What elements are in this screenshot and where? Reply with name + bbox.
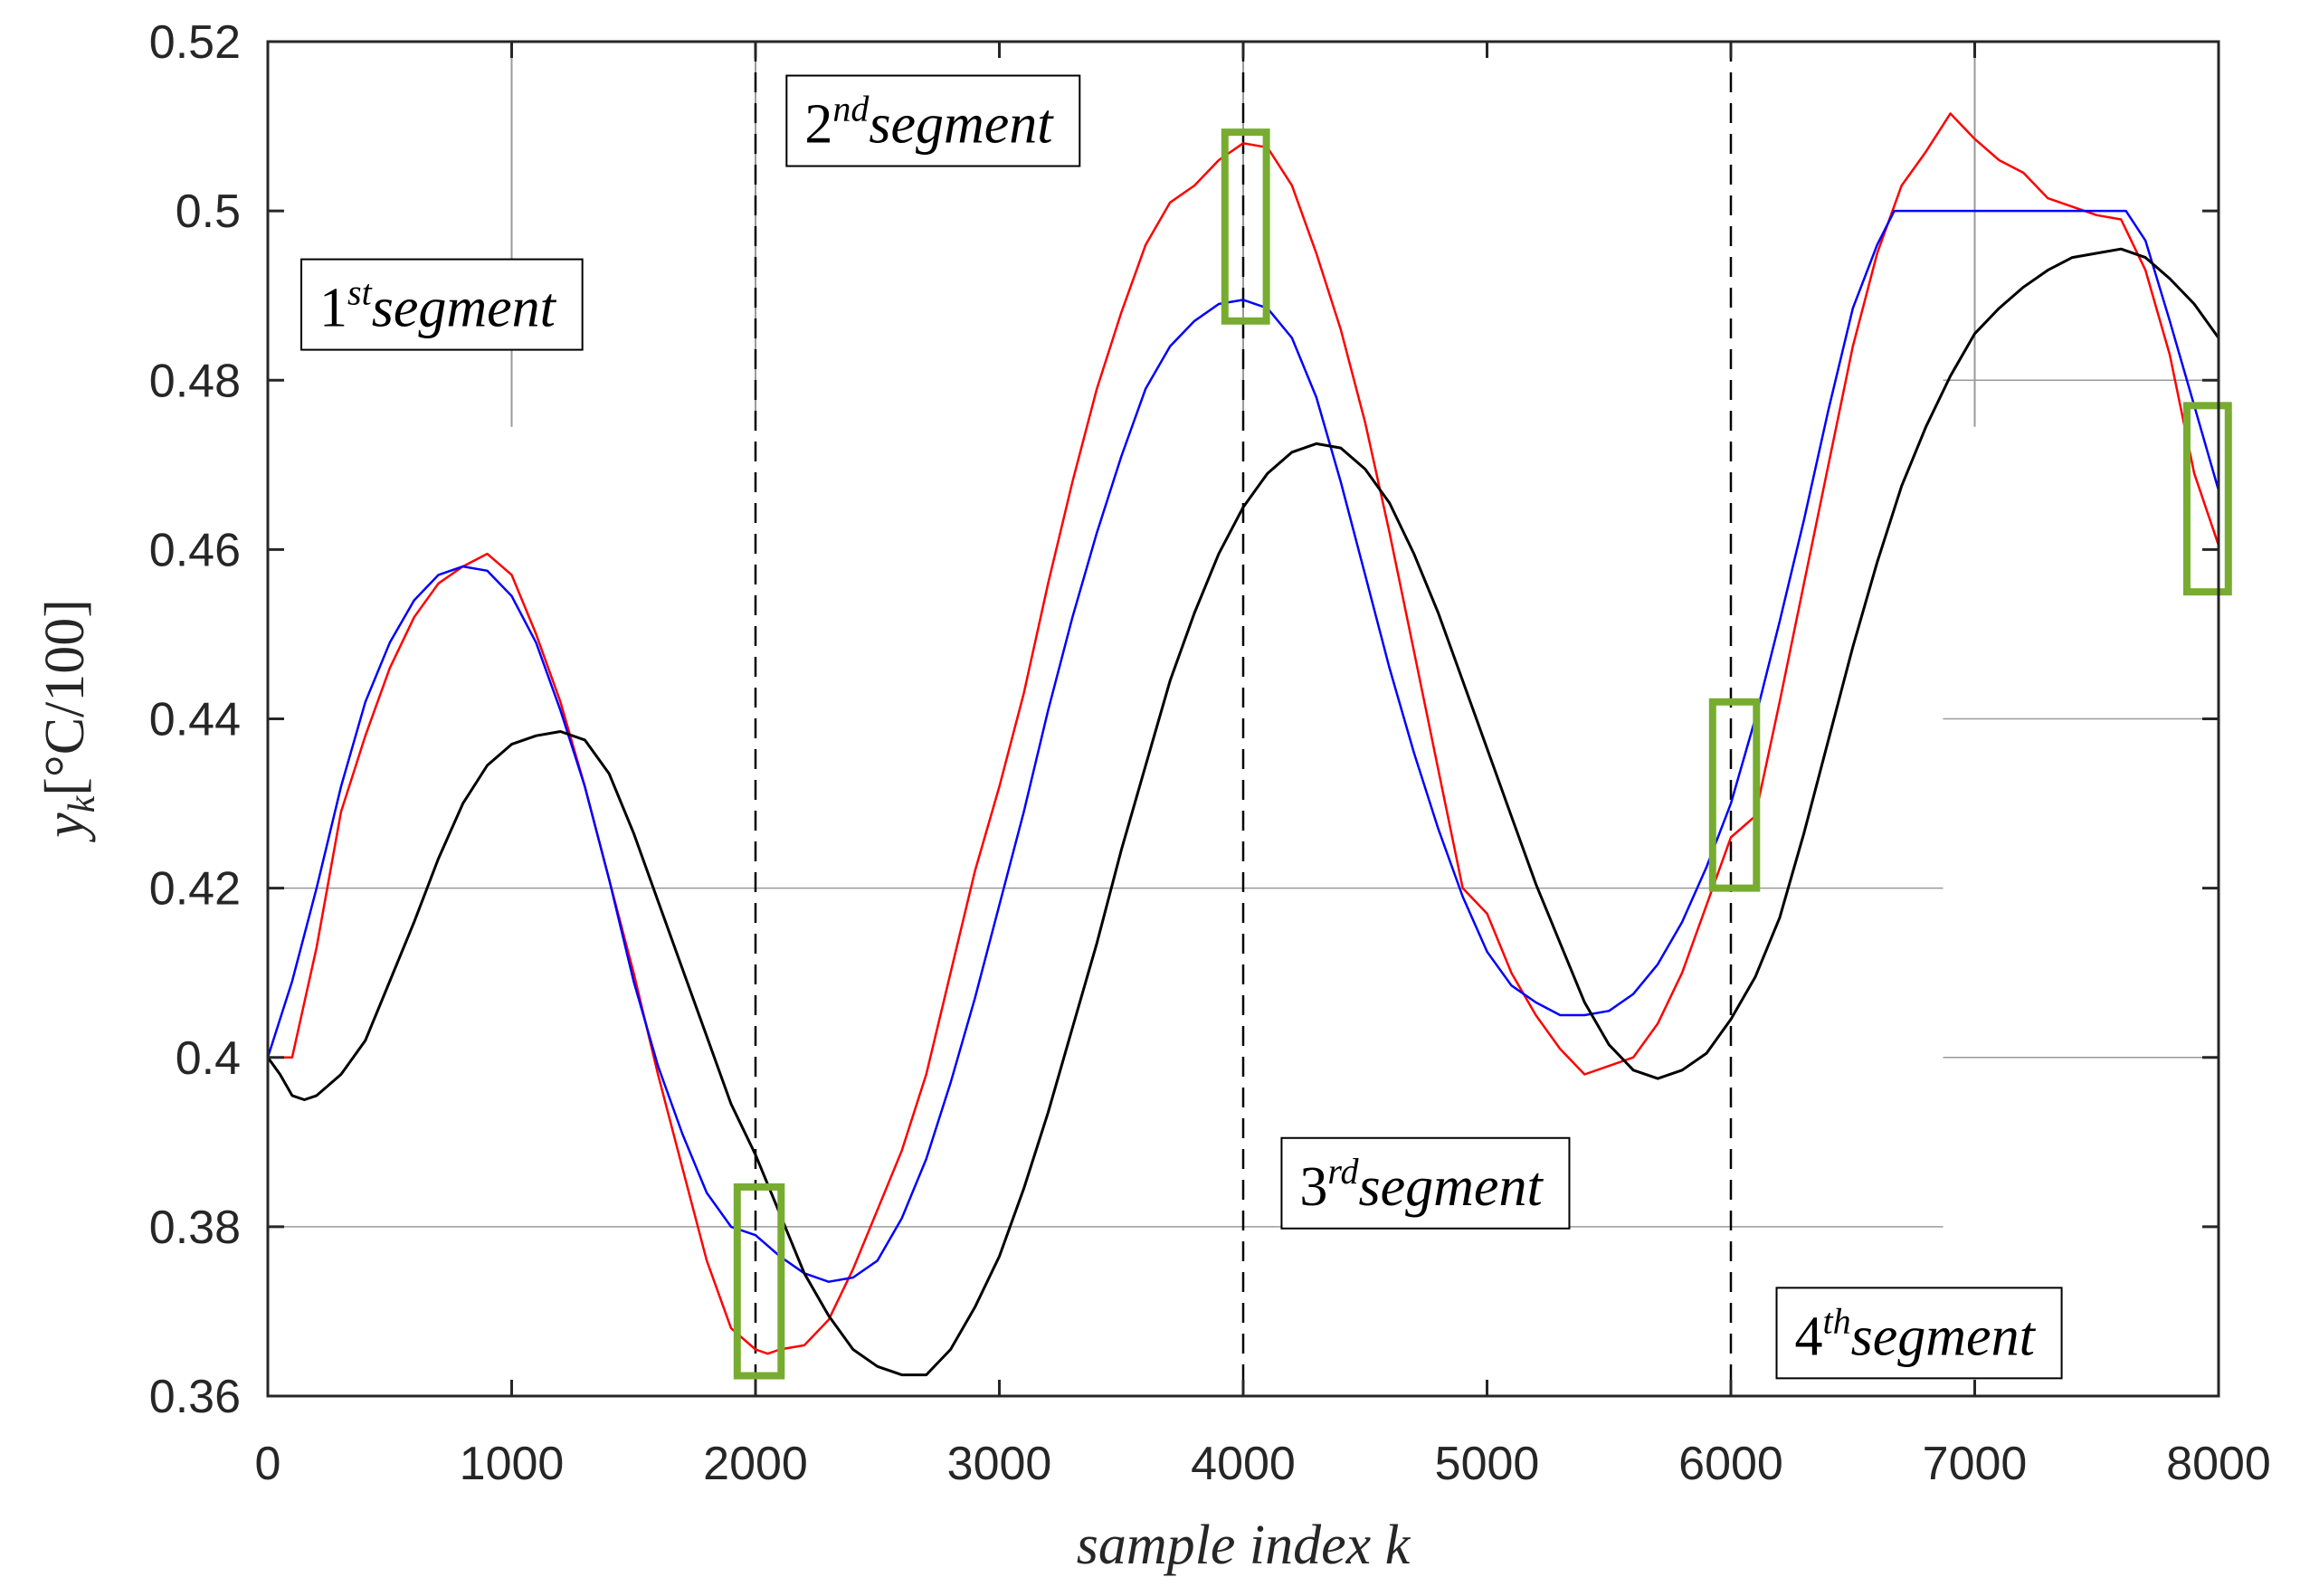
segment-number: 1	[319, 278, 347, 339]
segment-word: segment	[869, 94, 1054, 156]
segment-ordinal-sup: th	[1823, 1300, 1851, 1341]
x-tick-label: 7000	[1923, 1438, 2028, 1490]
x-axis-label: sample index k	[1077, 1515, 1411, 1576]
y-tick-label: 0.48	[149, 355, 241, 407]
x-tick-label: 6000	[1678, 1438, 1783, 1490]
segment-label-1: 1stsegment	[300, 258, 584, 351]
segment-ordinal-sup: st	[347, 272, 373, 313]
segment-label-box	[1280, 1136, 1571, 1230]
highlight-boxes	[733, 128, 2232, 1380]
segment-label-text: 3rdsegment	[1299, 1151, 1544, 1218]
segment-word: segment	[1851, 1306, 2037, 1367]
segment-ordinal-sup: nd	[832, 89, 870, 129]
y-tick-label: 0.42	[149, 863, 241, 916]
segment-number: 3	[1299, 1156, 1327, 1218]
series-black-line	[266, 247, 2220, 1377]
y-tick-label: 0.5	[176, 185, 241, 238]
y-tick-label: 0.44	[149, 694, 241, 746]
segment-dividers	[754, 42, 1733, 1396]
segment-label-text: 1stsegment	[319, 272, 557, 339]
segment-word: segment	[1359, 1156, 1544, 1218]
segment-word: segment	[372, 278, 557, 339]
segment-label-2: 2ndsegment	[785, 74, 1081, 167]
x-tick-label: 0	[255, 1438, 281, 1490]
segment-label-box	[785, 74, 1081, 167]
x-tick-label: 8000	[2166, 1438, 2271, 1490]
y-tick-label: 0.36	[149, 1371, 241, 1423]
x-tick-label: 2000	[703, 1438, 808, 1490]
segment-label-4: 4thsegment	[1775, 1287, 2063, 1380]
y-tick-label: 0.4	[176, 1032, 241, 1085]
y-axis-label-units: [°C/100]	[34, 599, 96, 796]
highlight-box	[1221, 128, 1270, 325]
segment-label-box	[1775, 1287, 2063, 1380]
y-axis-label: yk[°C/100]	[34, 599, 103, 843]
x-tick-label: 4000	[1191, 1438, 1296, 1490]
segment-number: 2	[804, 94, 832, 156]
x-tick-label: 3000	[947, 1438, 1052, 1490]
y-tick-label: 0.46	[149, 524, 241, 576]
segment-label-text: 4thsegment	[1795, 1300, 2037, 1367]
highlight-box	[1708, 698, 1761, 892]
axis-ticks: 0 1000 2000 3000 4000 5000 6000 7000 8000 0.36 0.3…	[149, 16, 2271, 1490]
x-tick-label: 5000	[1435, 1438, 1540, 1490]
y-tick-label: 0.52	[149, 16, 241, 69]
y-tick-label: 0.38	[149, 1202, 241, 1254]
segment-number: 4	[1795, 1306, 1823, 1367]
highlight-box	[2182, 402, 2232, 596]
segment-ordinal-sup: rd	[1327, 1151, 1359, 1192]
y-axis-label-var: y	[34, 812, 96, 843]
segment-label-box	[300, 258, 584, 351]
segment-label-3: 3rdsegment	[1280, 1136, 1571, 1230]
y-axis-label-sub: k	[62, 794, 103, 812]
x-tick-label: 1000	[460, 1438, 565, 1490]
segment-label-text: 2ndsegment	[804, 89, 1054, 156]
highlight-box	[733, 1183, 785, 1380]
